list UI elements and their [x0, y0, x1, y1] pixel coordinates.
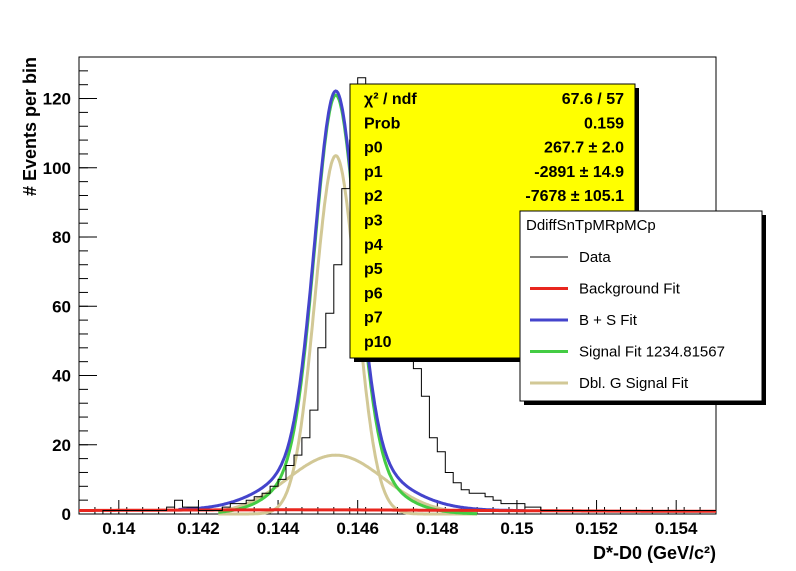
legend-entry-label: Data	[579, 249, 611, 266]
x-tick-label: 0.154	[655, 519, 698, 538]
stats-row-label: χ² / ndf	[364, 91, 417, 108]
x-tick-label: 0.142	[177, 519, 220, 538]
stats-row-label: p7	[364, 310, 383, 327]
y-tick-label: 80	[52, 228, 71, 247]
x-tick-label: 0.148	[416, 519, 459, 538]
legend-entry-label: Background Fit	[579, 281, 681, 298]
stats-row-value: 0.159	[584, 115, 624, 132]
legend-entry-label: Dbl. G Signal Fit	[579, 375, 689, 392]
legend: DdiffSnTpMRpMCp Data Background Fit B + S …	[519, 210, 766, 405]
x-tick-label: 0.14	[102, 519, 136, 538]
x-tick-label: 0.146	[336, 519, 379, 538]
stats-row-label: p0	[364, 140, 383, 157]
x-tick-label: 0.15	[500, 519, 533, 538]
stats-row-value: -7678 ± 105.1	[525, 188, 624, 205]
stats-row-label: p3	[364, 213, 383, 230]
y-tick-label: 100	[43, 159, 71, 178]
stats-row-label: p2	[364, 188, 383, 205]
stats-row-value: 67.6 / 57	[562, 91, 624, 108]
x-tick-label: 0.144	[257, 519, 300, 538]
legend-entry-label: Signal Fit 1234.81567	[579, 344, 725, 361]
y-tick-label: 120	[43, 90, 71, 109]
y-tick-label: 20	[52, 436, 71, 455]
stats-row-label: p1	[364, 164, 383, 181]
legend-entry-label: B + S Fit	[579, 312, 638, 329]
fit-curve	[79, 508, 716, 513]
y-tick-label: 60	[52, 297, 71, 316]
legend-background	[519, 210, 763, 402]
stats-row-label: p10	[364, 334, 392, 351]
y-axis-title: # Events per bin	[20, 57, 40, 196]
x-tick-label: 0.152	[575, 519, 618, 538]
y-tick-label: 0	[62, 505, 71, 524]
y-tick-label: 40	[52, 367, 71, 386]
stats-row-label: p4	[364, 237, 383, 254]
stats-row-value: 267.7 ± 2.0	[544, 140, 624, 157]
legend-title: DdiffSnTpMRpMCp	[526, 217, 656, 234]
stats-row-label: p5	[364, 261, 383, 278]
x-axis-title: D*-D0 (GeV/c²)	[593, 543, 716, 563]
fit-curve	[218, 154, 478, 516]
stats-row-label: p6	[364, 285, 383, 302]
stats-row-value: -2891 ± 14.9	[534, 164, 624, 181]
stats-row-label: Prob	[364, 115, 401, 132]
axes: 0.14 0.142 0.144 0.146 0.148 0.15 0.152 0.154 0 2…	[43, 56, 717, 538]
